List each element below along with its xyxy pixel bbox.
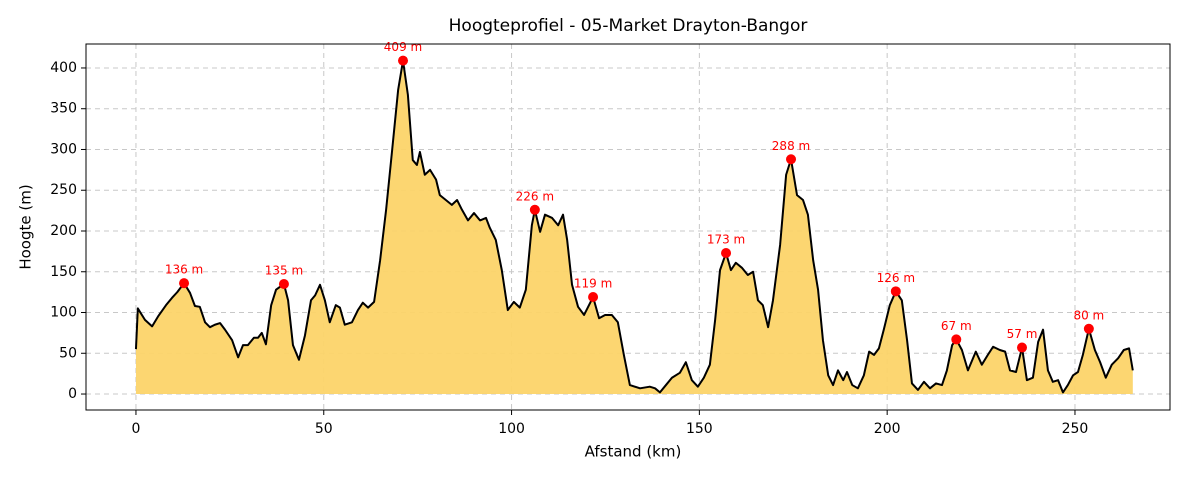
peak-marker [529,204,540,215]
peak-marker [278,278,289,289]
y-tick-label: 200 [50,223,77,239]
y-tick-label: 150 [50,264,77,280]
peak-marker [1017,342,1028,353]
y-tick-label: 250 [50,182,77,198]
peak-marker [1083,323,1094,334]
peak-label: 136 m [165,263,203,277]
peak-marker [588,292,599,303]
x-tick-label: 0 [131,421,140,437]
peak-label: 226 m [516,189,554,203]
y-axis-label: Hoogte (m) [17,184,35,269]
peak-marker [890,286,901,297]
peak-label: 173 m [707,233,745,247]
peak-label: 135 m [265,263,303,277]
y-tick-label: 400 [50,60,77,76]
plot-frame [85,43,1171,411]
x-tick-label: 200 [874,421,901,437]
peak-label: 67 m [941,319,972,333]
y-tick-label: 0 [68,386,77,402]
peak-marker [786,154,797,165]
peak-label: 126 m [877,271,915,285]
x-axis-label: Afstand (km) [585,443,682,461]
x-tick-label: 50 [315,421,333,437]
peak-label: 119 m [574,277,612,291]
peak-marker [179,278,190,289]
x-tick-label: 250 [1062,421,1089,437]
y-tick-label: 300 [50,141,77,157]
profile-line [134,59,1134,394]
chart-title: Hoogteprofiel - 05-Market Drayton-Bangor [449,16,808,36]
y-tick-label: 350 [50,101,77,117]
y-tick-label: 50 [59,345,77,361]
peak-marker [721,248,732,259]
peak-label: 288 m [772,139,810,153]
peak-label: 409 m [384,40,422,54]
peak-label: 80 m [1073,308,1104,322]
peak-marker [951,334,962,345]
peak-marker [398,55,409,66]
y-tick-label: 100 [50,305,77,321]
x-tick-label: 150 [686,421,713,437]
area-fill [135,60,1133,395]
peak-label: 57 m [1007,327,1038,341]
x-tick-label: 100 [498,421,525,437]
